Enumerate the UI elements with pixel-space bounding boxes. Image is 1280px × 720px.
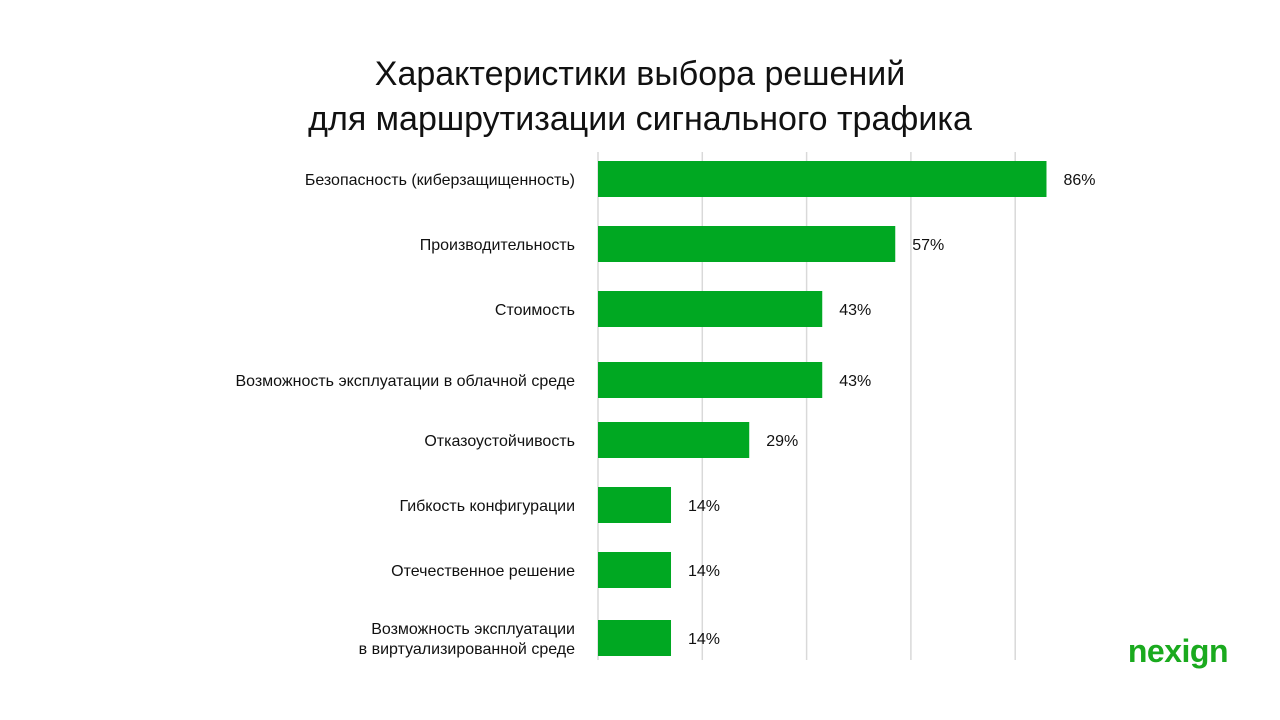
bar <box>598 487 672 523</box>
category-label: Отечественное решение <box>391 563 575 580</box>
category-label-line: Производительность <box>420 237 575 254</box>
value-label: 14% <box>688 563 720 580</box>
bar <box>598 422 750 458</box>
bar <box>598 161 1047 197</box>
category-label-line: Безопасность (киберзащищенность) <box>305 172 575 189</box>
bar <box>598 226 896 262</box>
category-label-line: Стоимость <box>495 302 575 319</box>
category-label-line: Возможность эксплуатации <box>371 621 575 638</box>
value-label: 57% <box>912 237 944 254</box>
category-label-line: Гибкость конфигурации <box>399 498 575 515</box>
nexign-logo: nexign <box>1127 633 1229 669</box>
value-label: 29% <box>766 433 798 450</box>
value-label: 14% <box>688 498 720 515</box>
category-label: Безопасность (киберзащищенность) <box>305 172 575 189</box>
category-label: Стоимость <box>495 302 575 319</box>
category-label-line: Отечественное решение <box>391 563 575 580</box>
category-label: Возможность эксплуатации в виртуализирова… <box>359 621 575 658</box>
category-label: Отказоустойчивость <box>424 433 575 450</box>
chart-title-line-1: Характеристики выбора решений <box>374 55 906 93</box>
bar <box>598 362 823 398</box>
value-label: 86% <box>1063 172 1095 189</box>
category-label: Производительность <box>420 237 575 254</box>
value-label: 43% <box>839 373 871 390</box>
category-label-line: Отказоустойчивость <box>424 433 575 450</box>
category-label-line: в виртуализированной среде <box>359 641 575 658</box>
chart-title-line-2: для маршрутизации сигнального трафика <box>308 100 972 138</box>
bar <box>598 291 823 327</box>
category-label-line: Возможность эксплуатации в облачной сред… <box>235 373 575 390</box>
chart-title: Характеристики выбора решений для маршру… <box>0 52 1280 142</box>
value-label: 43% <box>839 302 871 319</box>
value-label: 14% <box>688 631 720 648</box>
category-label: Возможность эксплуатации в облачной сред… <box>235 373 575 390</box>
bar <box>598 620 672 656</box>
bar <box>598 552 672 588</box>
category-label: Гибкость конфигурации <box>399 498 575 515</box>
